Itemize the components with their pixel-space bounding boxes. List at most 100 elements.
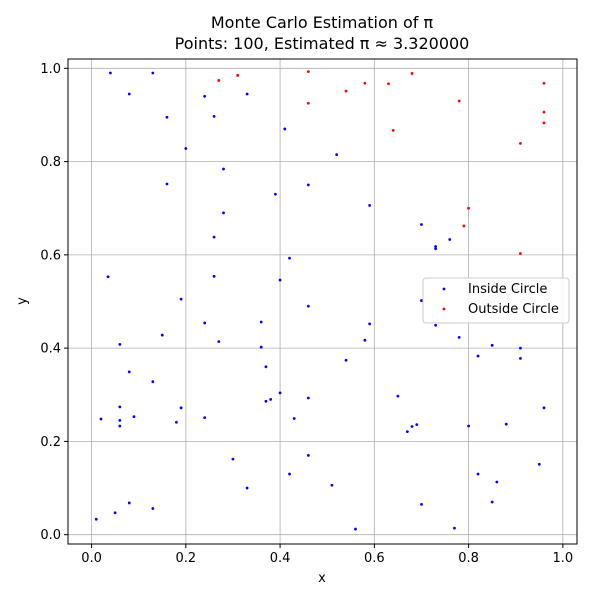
inside-circle-point: [368, 204, 372, 207]
inside-circle-point: [222, 167, 225, 171]
inside-circle-point: [448, 238, 452, 241]
inside-circle-point: [106, 275, 110, 279]
inside-circle-point: [259, 345, 263, 349]
legend-label-outside: Outside Circle: [468, 302, 559, 317]
inside-circle-point: [288, 256, 291, 260]
inside-circle-point: [467, 424, 471, 428]
inside-circle-point: [363, 338, 367, 342]
inside-circle-point: [490, 500, 494, 504]
x-tick-label: 0.2: [175, 551, 196, 566]
inside-circle-point: [453, 526, 456, 530]
inside-circle-point: [259, 320, 263, 324]
inside-circle-point: [127, 501, 131, 505]
inside-circle-point: [306, 183, 310, 187]
inside-circle-point: [245, 92, 249, 96]
inside-circle-point: [151, 71, 155, 75]
outside-circle-point: [542, 110, 546, 114]
inside-circle-point: [132, 415, 136, 419]
outside-circle-point: [217, 79, 221, 82]
inside-circle-point: [354, 527, 357, 531]
chart-title-line2: Points: 100, Estimated π ≈ 3.320000: [175, 34, 470, 53]
inside-circle-point: [165, 182, 169, 186]
inside-circle-point: [495, 480, 499, 484]
outside-circle-point: [457, 99, 461, 103]
inside-circle-point: [278, 391, 282, 395]
legend-marker-outside: [442, 307, 446, 311]
inside-circle-point: [179, 297, 183, 301]
inside-circle-point: [179, 406, 183, 410]
inside-circle-point: [118, 419, 122, 422]
outside-circle-point: [519, 142, 522, 145]
inside-circle-point: [212, 274, 216, 278]
x-tick-label: 0.6: [364, 551, 385, 566]
y-tick-label: 1.0: [40, 62, 61, 77]
chart-title-line1: Monte Carlo Estimation of π: [211, 13, 434, 32]
inside-circle-point: [490, 343, 494, 347]
outside-circle-point: [363, 81, 367, 85]
inside-circle-point: [396, 394, 400, 398]
inside-circle-point: [283, 127, 287, 131]
inside-circle-point: [184, 147, 188, 150]
outside-circle-point: [391, 128, 395, 132]
inside-circle-point: [264, 399, 268, 403]
inside-circle-point: [127, 92, 131, 96]
inside-circle-point: [335, 153, 339, 157]
inside-circle-point: [269, 398, 273, 401]
inside-circle-point: [306, 396, 310, 400]
inside-circle-point: [504, 422, 508, 426]
axis-ticks: 0.0 0.2 0.4 0.6 0.8 1.0 0.0 0.2 0.4 0.6 0.8 1.0: [40, 62, 573, 566]
inside-circle-point: [519, 356, 522, 360]
inside-circle-point: [278, 278, 282, 282]
inside-circle-point: [420, 299, 423, 302]
x-axis-label: x: [318, 571, 326, 586]
inside-circle-point: [212, 235, 216, 239]
inside-circle-point: [420, 223, 423, 226]
inside-circle-point: [457, 336, 461, 339]
inside-circle-point: [344, 358, 348, 362]
x-tick-label: 0.8: [458, 551, 479, 566]
inside-circle-point: [203, 416, 207, 420]
inside-circle-point: [264, 365, 268, 369]
data-points: [94, 70, 546, 531]
outside-circle-point: [542, 81, 546, 85]
inside-circle-point: [151, 380, 155, 384]
y-tick-label: 0.2: [40, 435, 61, 450]
y-tick-label: 0.6: [40, 248, 61, 263]
inside-circle-point: [420, 502, 423, 506]
inside-circle-point: [542, 406, 546, 410]
inside-circle-point: [203, 94, 207, 98]
outside-circle-point: [519, 252, 522, 255]
inside-circle-point: [434, 323, 438, 327]
legend-box: [422, 277, 570, 324]
inside-circle-point: [231, 457, 235, 461]
inside-circle-point: [405, 430, 409, 434]
inside-circle-point: [127, 370, 131, 374]
inside-circle-point: [434, 247, 438, 251]
y-tick-label: 0.4: [40, 342, 61, 357]
inside-circle-point: [519, 346, 522, 350]
legend-label-inside: Inside Circle: [468, 282, 547, 297]
outside-circle-point: [236, 73, 240, 77]
inside-circle-point: [118, 424, 122, 428]
y-tick-label: 0.0: [40, 528, 61, 543]
inside-circle-point: [118, 405, 122, 409]
outside-circle-point: [410, 72, 414, 75]
inside-circle-point: [160, 333, 164, 337]
y-axis-label: y: [15, 297, 30, 305]
inside-circle-point: [94, 517, 98, 521]
inside-circle-point: [109, 71, 112, 75]
inside-circle-point: [476, 472, 480, 476]
inside-circle-point: [476, 354, 480, 358]
outside-circle-point: [306, 101, 310, 105]
outside-circle-point: [387, 82, 390, 86]
inside-circle-point: [212, 114, 216, 118]
inside-circle-point: [151, 507, 155, 510]
outside-circle-point: [462, 224, 466, 228]
inside-circle-point: [434, 245, 438, 248]
outside-circle-point: [306, 70, 310, 73]
inside-circle-point: [368, 322, 372, 326]
x-tick-label: 0.0: [81, 551, 102, 566]
inside-circle-point: [306, 453, 310, 457]
inside-circle-point: [415, 423, 419, 427]
